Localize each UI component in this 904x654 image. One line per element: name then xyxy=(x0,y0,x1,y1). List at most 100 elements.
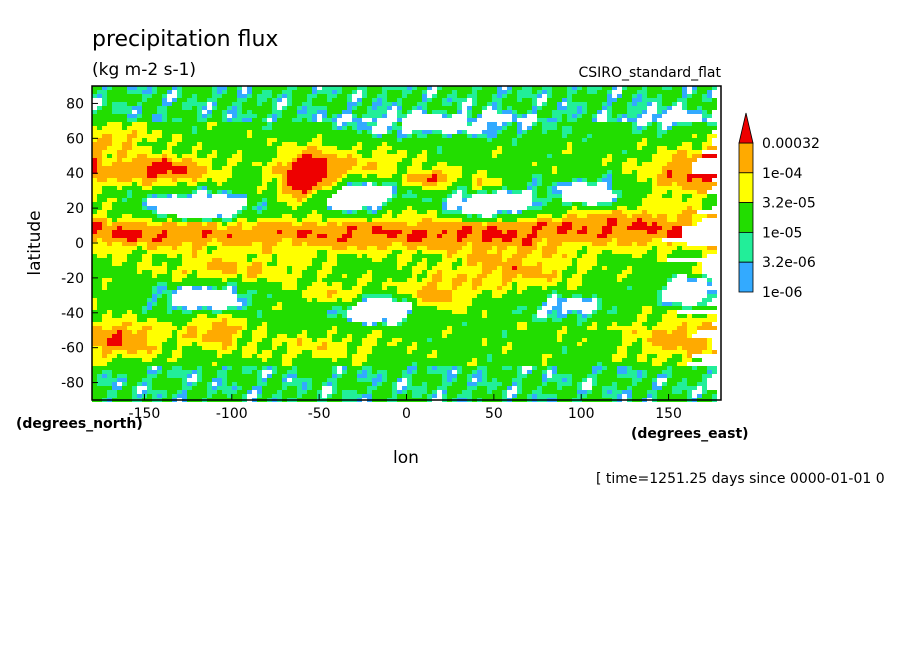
field-cell xyxy=(107,286,152,290)
field-cell xyxy=(92,166,97,170)
field-cell xyxy=(357,106,367,110)
field-cell xyxy=(632,122,637,126)
field-cell xyxy=(552,310,557,314)
field-cell xyxy=(132,122,147,126)
field-cell xyxy=(497,266,502,270)
field-cell xyxy=(147,242,182,246)
colorbar-level-label: 1e-04 xyxy=(762,166,802,182)
field-cell xyxy=(412,106,417,110)
field-cell xyxy=(427,134,442,138)
field-cell xyxy=(122,186,142,190)
field-cell xyxy=(402,210,417,214)
field-cell xyxy=(647,230,657,234)
field-cell xyxy=(222,318,227,322)
field-cell xyxy=(547,186,552,190)
field-cell xyxy=(457,110,462,114)
field-cell xyxy=(512,342,577,346)
field-cell xyxy=(202,338,232,342)
field-cell xyxy=(412,294,417,298)
field-cell xyxy=(182,306,187,310)
field-cell xyxy=(262,350,272,354)
field-cell xyxy=(432,266,452,270)
field-cell xyxy=(327,158,357,162)
field-cell xyxy=(377,246,387,250)
field-cell xyxy=(352,182,362,186)
field-cell xyxy=(557,122,632,126)
field-cell xyxy=(632,322,642,326)
field-cell xyxy=(447,134,452,138)
field-cell xyxy=(412,306,437,310)
field-cell xyxy=(417,366,427,370)
field-cell xyxy=(562,334,622,338)
field-cell xyxy=(472,282,482,286)
field-cell xyxy=(152,114,162,118)
field-cell xyxy=(642,370,647,374)
field-cell xyxy=(692,270,702,274)
field-cell xyxy=(462,166,552,170)
field-cell xyxy=(122,382,127,386)
field-cell xyxy=(557,294,562,298)
field-cell xyxy=(322,266,332,270)
field-cell xyxy=(207,314,217,318)
field-cell xyxy=(397,214,437,218)
field-cell xyxy=(192,126,197,130)
field-cell xyxy=(302,150,322,154)
field-cell xyxy=(682,94,687,98)
field-cell xyxy=(607,310,617,314)
field-cell xyxy=(92,270,137,274)
field-cell xyxy=(272,142,282,146)
field-cell xyxy=(602,390,607,394)
field-cell xyxy=(392,278,407,282)
field-cell xyxy=(317,338,332,342)
field-cell xyxy=(357,226,372,230)
field-cell xyxy=(517,286,527,290)
field-cell xyxy=(702,374,712,378)
field-cell xyxy=(347,174,362,178)
field-cell xyxy=(502,270,542,274)
field-cell xyxy=(272,102,277,106)
field-cell xyxy=(422,106,427,110)
field-cell xyxy=(542,122,557,126)
field-cell xyxy=(92,138,97,142)
field-cell xyxy=(702,298,712,302)
field-cell xyxy=(262,394,272,398)
field-cell xyxy=(507,126,517,130)
field-cell xyxy=(657,302,662,306)
field-cell xyxy=(162,262,167,266)
field-cell xyxy=(237,342,247,346)
field-cell xyxy=(197,274,237,278)
field-cell xyxy=(477,178,482,182)
field-cell xyxy=(212,258,222,262)
field-cell xyxy=(92,130,132,134)
field-cell xyxy=(267,334,277,338)
field-cell xyxy=(337,386,367,390)
field-cell xyxy=(637,178,647,182)
field-cell xyxy=(377,374,382,378)
field-cell xyxy=(297,390,307,394)
field-cell xyxy=(407,178,427,182)
field-cell xyxy=(297,278,317,282)
field-cell xyxy=(232,382,237,386)
field-cell xyxy=(517,122,522,126)
field-cell xyxy=(642,202,702,206)
field-cell xyxy=(252,338,262,342)
field-cell xyxy=(237,390,247,394)
field-cell xyxy=(547,102,557,106)
field-cell xyxy=(562,378,567,382)
field-cell xyxy=(487,374,517,378)
field-cell xyxy=(467,94,477,98)
field-cell xyxy=(232,170,262,174)
field-cell xyxy=(142,306,147,310)
field-cell xyxy=(102,134,112,138)
field-cell xyxy=(617,278,622,282)
field-cell xyxy=(357,210,367,214)
field-cell xyxy=(227,278,242,282)
field-cell xyxy=(342,174,347,178)
field-cell xyxy=(532,230,537,234)
field-cell xyxy=(557,102,562,106)
field-cell xyxy=(137,262,152,266)
field-cell xyxy=(112,326,127,330)
field-cell xyxy=(197,150,212,154)
field-cell xyxy=(92,318,102,322)
field-cell xyxy=(687,150,702,154)
